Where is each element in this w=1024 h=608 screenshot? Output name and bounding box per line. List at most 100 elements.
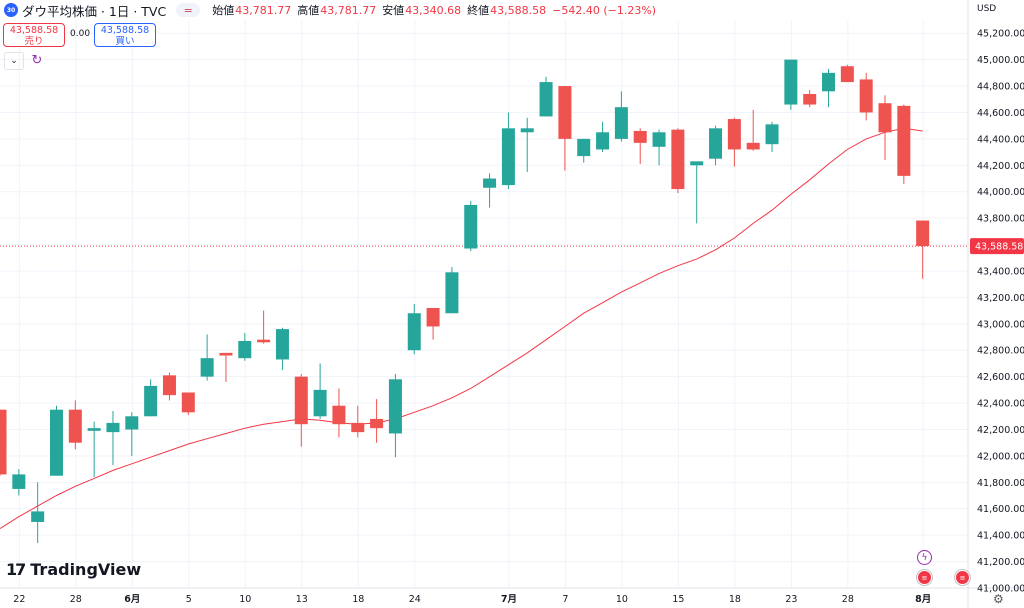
high-value: 43,781.77 — [320, 3, 377, 17]
us-flag-icon[interactable]: ≡ — [917, 570, 932, 585]
candle[interactable] — [351, 405, 365, 438]
y-tick-label: 44,000.00 — [977, 187, 1024, 198]
candle[interactable] — [257, 310, 271, 344]
candle[interactable] — [765, 121, 779, 153]
y-tick-label: 42,000.00 — [977, 451, 1024, 462]
candle[interactable] — [614, 91, 628, 142]
sell-button[interactable]: 43,588.58 売り — [3, 23, 65, 47]
candle[interactable] — [539, 76, 553, 117]
candle[interactable] — [332, 388, 346, 438]
candle[interactable] — [12, 469, 26, 496]
buy-price: 43,588.58 — [100, 25, 150, 36]
buy-button[interactable]: 43,588.58 買い — [94, 23, 156, 47]
candle[interactable] — [652, 129, 666, 166]
candle[interactable] — [275, 327, 289, 371]
candle[interactable] — [87, 421, 101, 478]
x-tick-label: 22 — [13, 594, 25, 605]
candle-body — [294, 376, 308, 425]
candle-body — [878, 103, 892, 133]
candle-body — [464, 204, 478, 249]
candle[interactable] — [407, 304, 421, 355]
candle[interactable] — [897, 104, 911, 184]
x-axis[interactable]: 22 28 6月 5 10 13 18 24 7月 7 10 15 18 23 28 8月 — [0, 587, 1024, 605]
candle[interactable] — [577, 138, 591, 163]
candle[interactable] — [445, 267, 459, 314]
candle[interactable] — [68, 400, 82, 450]
candle[interactable] — [784, 59, 798, 110]
candle-body — [388, 379, 402, 434]
lightning-icon[interactable]: ϟ — [917, 550, 932, 565]
x-tick-label: 28 — [842, 594, 854, 605]
candle[interactable] — [144, 379, 158, 417]
candle[interactable] — [370, 399, 384, 443]
candle[interactable] — [294, 374, 308, 447]
low-label: 安値 — [382, 4, 405, 17]
candle[interactable] — [426, 307, 440, 340]
y-tick-label: 41,800.00 — [977, 478, 1024, 489]
candle[interactable] — [483, 173, 497, 208]
candle[interactable] — [803, 90, 817, 108]
candle[interactable] — [200, 334, 214, 381]
chevron-down-icon[interactable]: ⌄ — [4, 52, 24, 70]
symbol-badge[interactable]: 30 — [4, 3, 18, 17]
candle-body — [426, 307, 440, 327]
candle-body — [784, 59, 798, 105]
candle[interactable] — [746, 109, 760, 151]
close-value: 43,588.58 — [490, 3, 547, 17]
candle-body — [68, 409, 82, 443]
y-axis[interactable]: 41,000.00 41,200.00 41,400.00 41,600.00 41,8… — [967, 0, 1024, 608]
candle[interactable] — [822, 68, 836, 108]
candle[interactable] — [840, 64, 854, 83]
candle[interactable] — [709, 125, 723, 166]
candle[interactable] — [31, 482, 45, 544]
candle-body — [332, 405, 346, 425]
candle[interactable] — [181, 392, 195, 415]
candle[interactable] — [0, 409, 7, 476]
candle-body — [49, 409, 63, 476]
x-tick-label: 7 — [562, 594, 568, 605]
candle[interactable] — [464, 200, 478, 252]
candle-body — [633, 130, 647, 143]
candle[interactable] — [690, 161, 704, 224]
candle[interactable] — [219, 352, 233, 382]
candle[interactable] — [859, 72, 873, 121]
compare-toggle-icon[interactable]: = — [176, 3, 201, 17]
candle[interactable] — [596, 121, 610, 153]
candle[interactable] — [671, 128, 685, 194]
candle[interactable] — [388, 374, 402, 458]
candle-body — [483, 178, 497, 188]
symbol-title[interactable]: ダウ平均株価 · 1日 · TVC — [22, 3, 167, 19]
candle[interactable] — [916, 220, 930, 279]
close-label: 終値 — [467, 4, 490, 17]
x-tick-label: 15 — [672, 594, 684, 605]
candle-body — [257, 339, 271, 343]
candle[interactable] — [727, 117, 741, 167]
candle[interactable] — [501, 112, 515, 190]
y-tick-label: 43,000.00 — [977, 319, 1024, 330]
candle[interactable] — [125, 412, 139, 456]
change-value: −542.40 (−1.23%) — [552, 3, 657, 17]
candle[interactable] — [558, 86, 572, 171]
candle[interactable] — [878, 95, 892, 161]
tradingview-logo[interactable]: 17 TradingView — [6, 560, 141, 579]
us-flag-icon[interactable]: ≡ — [955, 570, 970, 585]
candle[interactable] — [49, 405, 63, 476]
candle[interactable] — [313, 363, 327, 419]
candle-body — [652, 132, 666, 147]
candle[interactable] — [633, 128, 647, 164]
refresh-icon[interactable]: ↻ — [31, 52, 43, 68]
y-tick-label: 42,600.00 — [977, 372, 1024, 383]
candle-body — [690, 161, 704, 166]
gear-icon[interactable]: ⚙ — [993, 592, 1004, 606]
candle[interactable] — [162, 372, 176, 401]
candle-body — [181, 392, 195, 413]
y-tick-label: 43,400.00 — [977, 266, 1024, 277]
open-value: 43,781.77 — [235, 3, 292, 17]
candle[interactable] — [106, 410, 120, 466]
candle[interactable] — [238, 333, 252, 361]
y-tick-label: 43,200.00 — [977, 293, 1024, 304]
candle[interactable] — [520, 117, 534, 172]
y-tick-label: 44,200.00 — [977, 161, 1024, 172]
x-tick-label: 24 — [409, 594, 421, 605]
